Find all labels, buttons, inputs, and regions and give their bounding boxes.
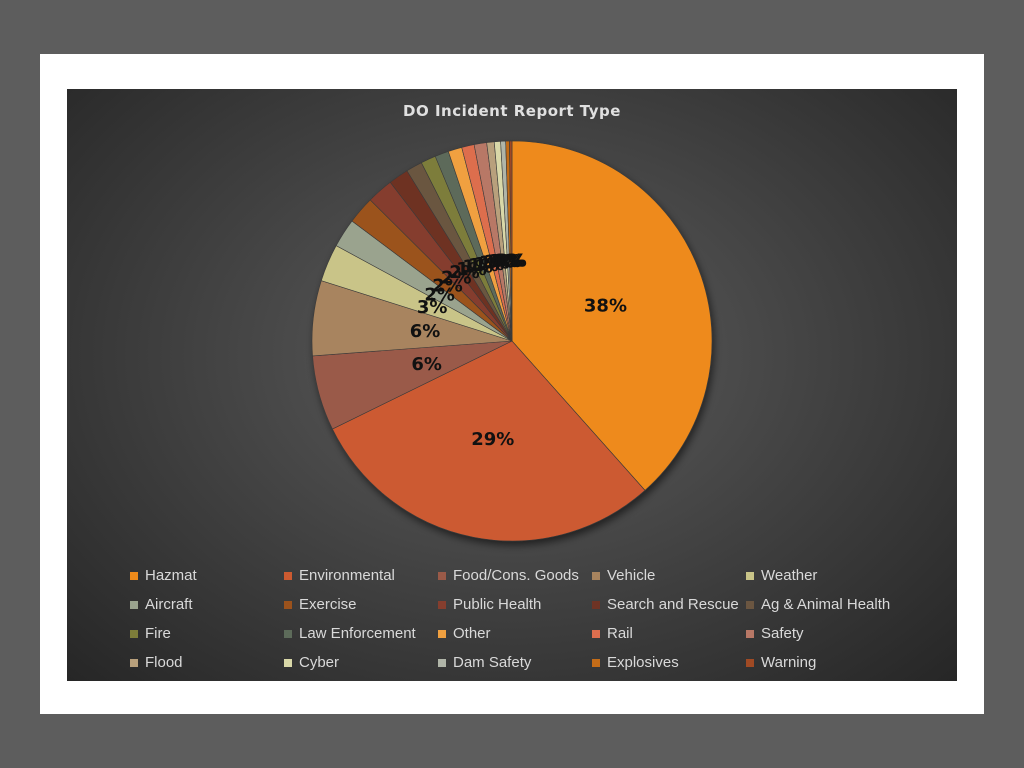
legend-label: Warning <box>761 654 817 671</box>
legend-label: Flood <box>145 654 183 671</box>
legend-swatch <box>592 629 600 638</box>
legend-item: Exercise <box>284 590 438 619</box>
data-label: 3% <box>417 297 448 318</box>
data-label: 38% <box>584 295 627 316</box>
legend-swatch <box>130 600 138 609</box>
legend-swatch <box>284 600 292 609</box>
legend-label: Fire <box>145 625 171 642</box>
legend-item: Ag & Animal Health <box>746 590 900 619</box>
legend-swatch <box>438 600 446 609</box>
legend-label: Food/Cons. Goods <box>453 567 579 584</box>
legend-label: Search and Rescue <box>607 596 739 613</box>
data-label: 0% <box>495 251 526 272</box>
legend-label: Vehicle <box>607 567 656 584</box>
legend-label: Aircraft <box>145 596 193 613</box>
legend-swatch <box>438 629 446 638</box>
legend-label: Safety <box>761 625 804 642</box>
data-label: 1% <box>488 251 519 272</box>
data-label: 29% <box>471 429 514 450</box>
legend-item: Cyber <box>284 648 438 677</box>
legend-swatch <box>746 571 754 580</box>
legend-label: Exercise <box>299 596 357 613</box>
legend-item: Law Enforcement <box>284 619 438 648</box>
pie-slice-hazmat <box>511 140 713 491</box>
legend-item: Explosives <box>592 648 746 677</box>
legend-swatch <box>746 600 754 609</box>
legend-item: Hazmat <box>130 561 284 590</box>
legend-label: Weather <box>761 567 818 584</box>
legend-label: Hazmat <box>145 567 197 584</box>
legend-swatch <box>130 571 138 580</box>
legend-label: Public Health <box>453 596 542 613</box>
data-label: 6% <box>410 321 441 342</box>
legend-item: Weather <box>746 561 900 590</box>
legend-swatch <box>284 571 292 580</box>
legend-swatch <box>592 600 600 609</box>
legend-label: Dam Safety <box>453 654 532 671</box>
chart-area: DO Incident Report Type 38% 29% 6% 6% 3% 2% 2%… <box>67 89 957 681</box>
legend-item: Food/Cons. Goods <box>438 561 592 590</box>
legend-swatch <box>130 629 138 638</box>
legend-label: Law Enforcement <box>299 625 416 642</box>
legend-swatch <box>592 571 600 580</box>
legend-label: Other <box>453 625 491 642</box>
legend-item: Vehicle <box>592 561 746 590</box>
legend-item: Rail <box>592 619 746 648</box>
chart-title: DO Incident Report Type <box>403 102 621 120</box>
data-label: 1% <box>456 259 487 280</box>
data-label: 1% <box>474 254 505 275</box>
legend-item: Fire <box>130 619 284 648</box>
legend-item: Aircraft <box>130 590 284 619</box>
legend-swatch <box>746 629 754 638</box>
legend-swatch <box>746 658 754 667</box>
data-label: 2% <box>441 268 472 289</box>
data-label: 1% <box>484 252 515 273</box>
data-label: 2% <box>432 275 463 296</box>
data-label: 1% <box>462 257 493 278</box>
legend-item: Safety <box>746 619 900 648</box>
legend-swatch <box>438 571 446 580</box>
legend-label: Rail <box>607 625 633 642</box>
data-label: 1% <box>468 255 499 276</box>
data-label: 1% <box>479 253 510 274</box>
data-label: 2% <box>449 262 480 283</box>
legend-item: Flood <box>130 648 284 677</box>
legend-item: Environmental <box>284 561 438 590</box>
legend-label: Environmental <box>299 567 395 584</box>
data-label: 0% <box>496 251 527 272</box>
legend-label: Ag & Animal Health <box>761 596 891 613</box>
pie-slice-warning <box>509 140 513 342</box>
legend-swatch <box>284 629 292 638</box>
legend-item: Public Health <box>438 590 592 619</box>
chart-legend: Hazmat Environmental Food/Cons. Goods Vehic… <box>130 561 930 677</box>
legend-item: Dam Safety <box>438 648 592 677</box>
legend-swatch <box>438 658 446 667</box>
pie-chart: 38%29%6%6%3%2%2%2%2%1%1%1%1%1%1%1%0%0%0%… <box>311 140 713 542</box>
data-label: 2% <box>424 285 455 306</box>
legend-label: Cyber <box>299 654 340 671</box>
data-label: 0% <box>491 251 522 272</box>
legend-swatch <box>284 658 292 667</box>
data-label: 6% <box>411 354 442 375</box>
legend-swatch <box>592 658 600 667</box>
legend-label: Explosives <box>607 654 679 671</box>
legend-item: Warning <box>746 648 900 677</box>
legend-item: Search and Rescue <box>592 590 746 619</box>
data-label: 0% <box>493 251 524 272</box>
legend-item: Other <box>438 619 592 648</box>
legend-swatch <box>130 658 138 667</box>
